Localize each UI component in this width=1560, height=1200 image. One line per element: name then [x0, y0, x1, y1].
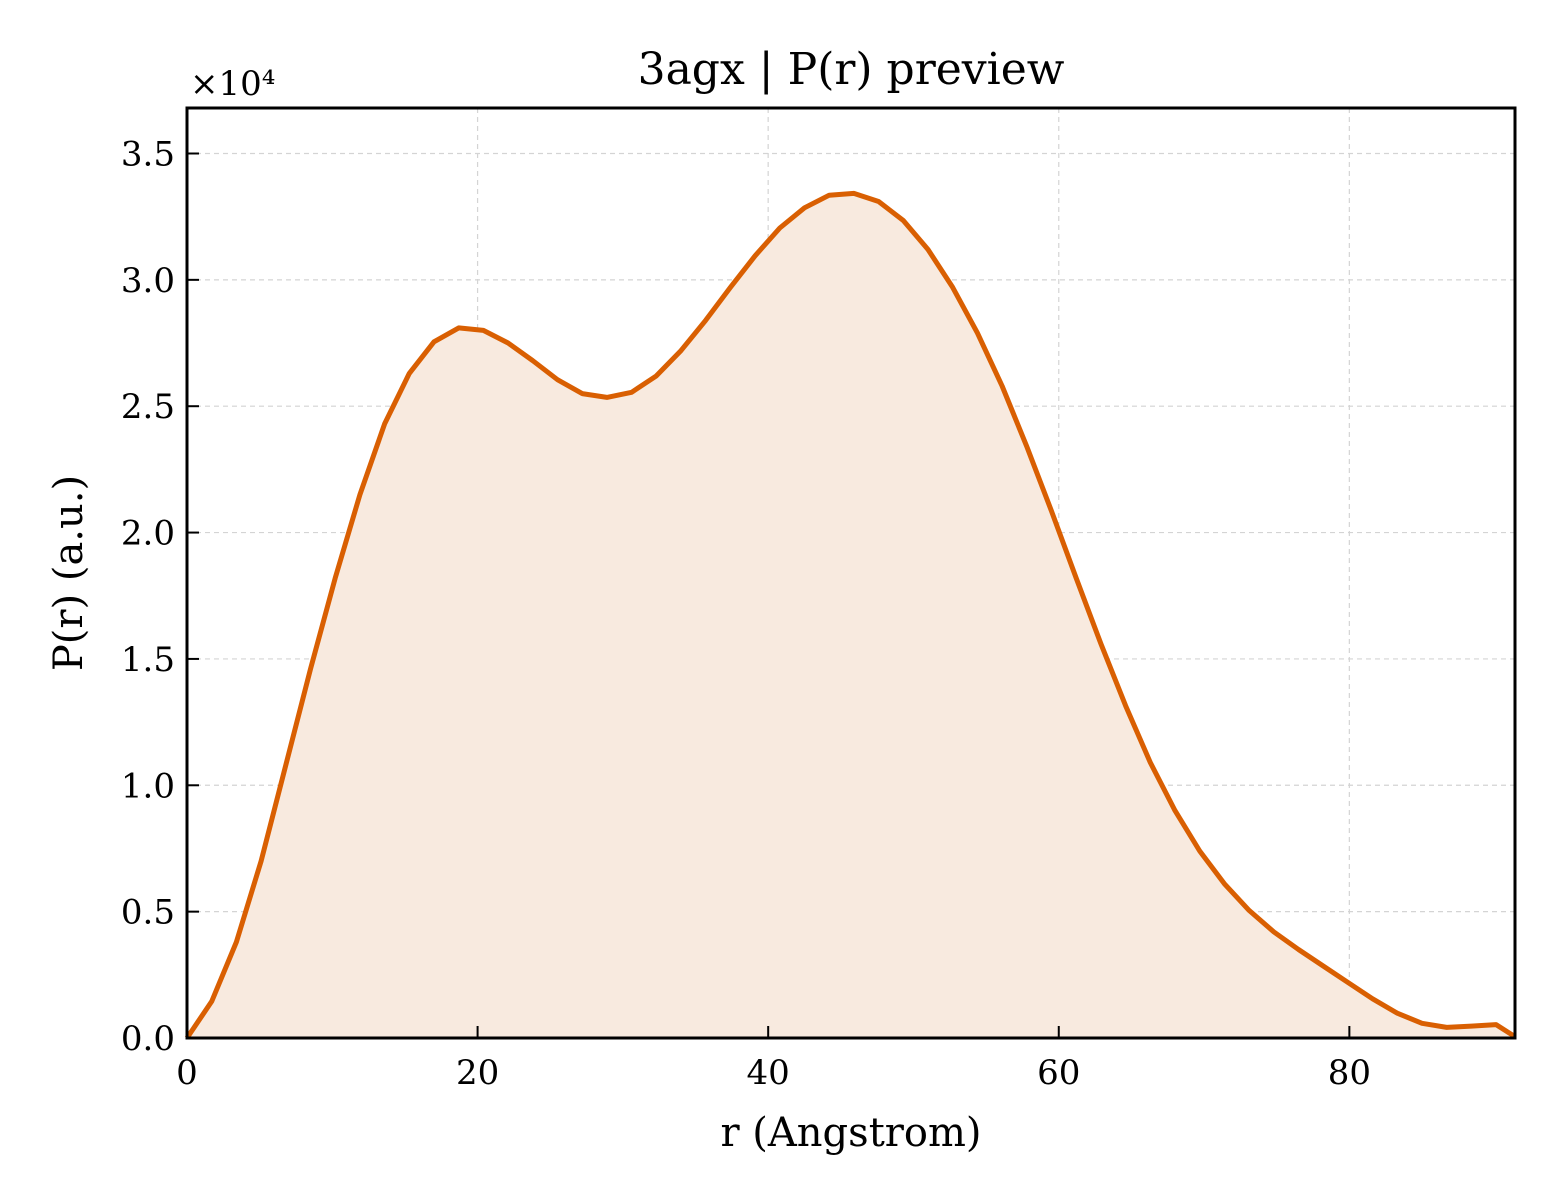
series-line — [184, 190, 1517, 1040]
x-tick-label: 20 — [456, 1053, 499, 1093]
x-axis-label: r (Angstrom) — [720, 1110, 981, 1156]
y-axis-offset-label: ×10⁴ — [190, 64, 275, 104]
ticks: 0 20 40 60 80 0.0 0.5 1.0 1.5 2.0 2.5 3.0 3.5 — [121, 134, 1371, 1093]
y-tick-label: 3.5 — [121, 134, 175, 174]
x-tick-label: 80 — [1328, 1053, 1371, 1093]
y-tick-label: 2.0 — [121, 514, 175, 554]
y-tick-label: 0.5 — [121, 893, 175, 933]
y-axis-label: P(r) (a.u.) — [46, 475, 92, 671]
x-tick-label: 0 — [176, 1053, 198, 1093]
x-tick-label: 60 — [1037, 1053, 1080, 1093]
y-tick-label: 0.0 — [121, 1019, 175, 1059]
y-tick-label: 2.5 — [121, 387, 175, 427]
y-tick-label: 1.5 — [121, 640, 175, 680]
chart-title: 3agx | P(r) preview — [638, 44, 1065, 95]
series-layer — [184, 190, 1517, 1040]
y-tick-label: 3.0 — [121, 261, 175, 301]
plot-frame — [185, 106, 1517, 1040]
y-tick-label: 1.0 — [121, 766, 175, 806]
x-tick-label: 40 — [747, 1053, 790, 1093]
